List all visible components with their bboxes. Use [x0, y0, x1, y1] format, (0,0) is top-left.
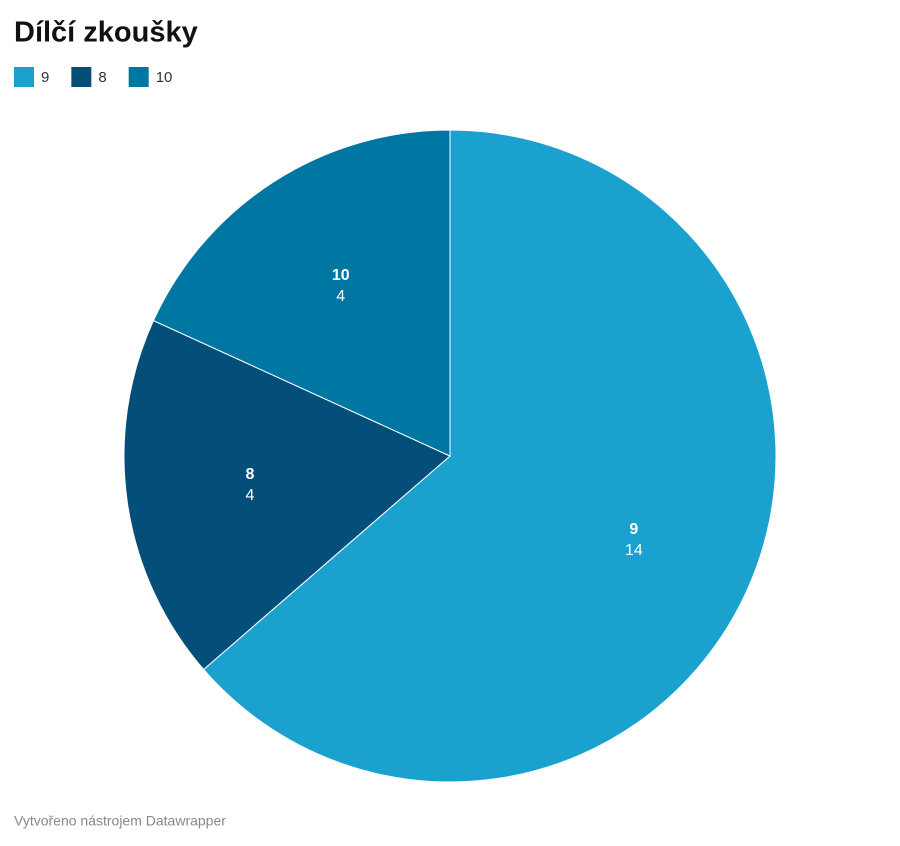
chart-title: Dílčí zkoušky: [14, 17, 198, 49]
legend-swatch: [14, 67, 34, 87]
legend-swatch: [128, 67, 149, 87]
slice-value: 4: [336, 288, 345, 305]
pie-slice: [152, 129, 451, 457]
slice-value: 14: [625, 542, 643, 559]
slice-category: 10: [332, 267, 350, 284]
pie-slice: [202, 129, 777, 783]
slice-value: 4: [245, 487, 254, 504]
legend-swatch: [71, 67, 92, 87]
legend-label: 8: [98, 69, 106, 86]
legend-label: 9: [41, 69, 49, 86]
slice-category: 8: [245, 466, 254, 483]
slice-category: 9: [629, 521, 638, 538]
legend-label: 10: [156, 69, 173, 86]
credit: Vytvořeno nástrojem Datawrapper: [14, 813, 226, 829]
pie-slice: [123, 319, 451, 671]
